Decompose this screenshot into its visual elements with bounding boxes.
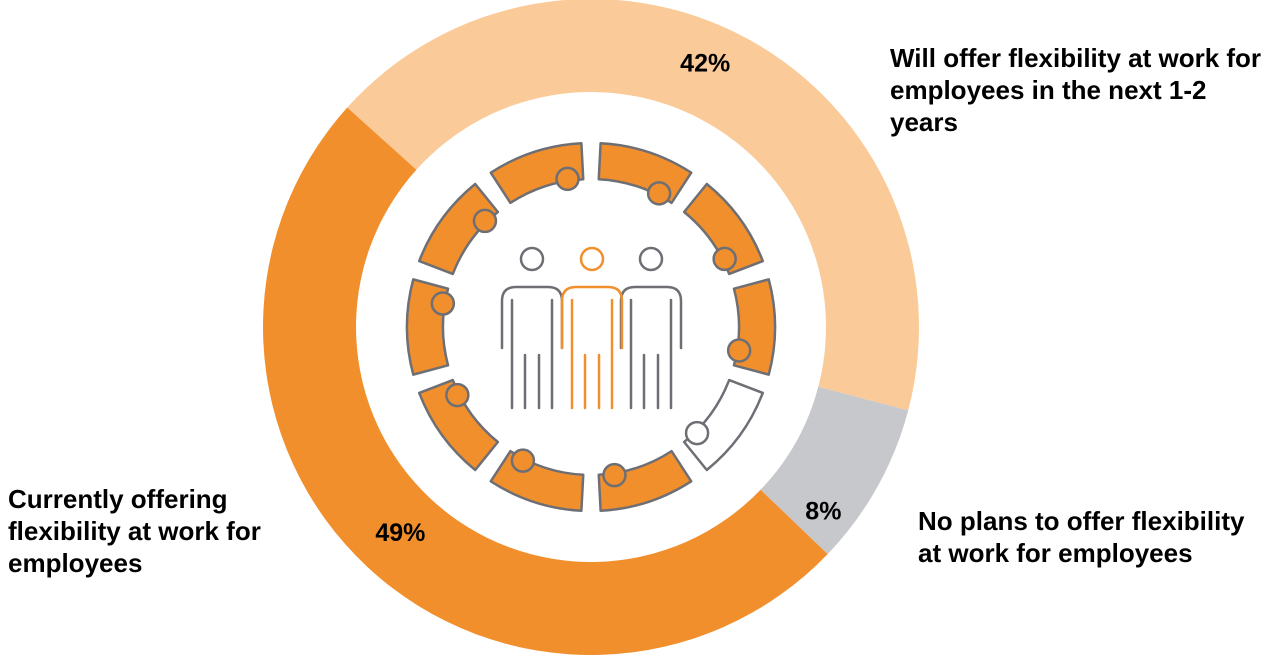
slice-3 <box>263 107 828 655</box>
seat-9 <box>405 278 456 376</box>
seat-person-head <box>684 420 710 446</box>
seat-person-head <box>555 166 580 192</box>
seat-2 <box>597 142 693 206</box>
seat-back <box>417 182 500 276</box>
donut-slices <box>263 0 919 655</box>
person-center <box>560 246 624 410</box>
slice-1 <box>347 0 919 411</box>
seat-person-head <box>445 382 470 408</box>
seat-6 <box>597 449 693 512</box>
seat-person-head <box>646 181 672 206</box>
seat-person-head <box>430 291 456 316</box>
person-center-head <box>579 246 605 272</box>
seat-3 <box>682 182 765 276</box>
seat-back <box>597 449 693 512</box>
seat-person-head <box>726 338 752 363</box>
seat-back <box>682 182 765 276</box>
seat-1 <box>489 142 585 205</box>
person-left <box>500 246 564 410</box>
seat-person-head <box>602 462 627 488</box>
value-label-2: 8% <box>805 497 841 525</box>
seat-back <box>489 449 585 512</box>
seats-group <box>405 142 777 512</box>
seat-person-head <box>712 246 737 272</box>
person-right <box>619 246 683 410</box>
seat-8 <box>417 378 500 472</box>
seat-4 <box>726 278 777 376</box>
seat-5 <box>682 378 765 472</box>
person-left-body <box>500 285 564 350</box>
seat-back <box>682 378 765 472</box>
donut-value-labels: 42% 8% 49% <box>375 50 841 547</box>
person-right-head <box>638 246 664 272</box>
person-left-head <box>519 246 545 272</box>
label-no-plans: No plans to offer flexibility at work fo… <box>918 506 1245 568</box>
seat-7 <box>489 448 585 512</box>
seat-back <box>597 142 693 205</box>
people-icon <box>500 246 683 410</box>
slice-2 <box>760 386 909 555</box>
person-center-body <box>560 285 624 350</box>
seat-back <box>417 378 500 472</box>
seat-back <box>489 142 585 205</box>
seat-10 <box>417 182 500 276</box>
meeting-table-icon <box>405 142 777 512</box>
value-label-3: 49% <box>375 519 425 547</box>
value-label-1: 42% <box>680 50 730 78</box>
seat-person-head <box>510 448 536 473</box>
seat-person-head <box>472 208 498 234</box>
label-current-flexibility: Currently offering flexibility at work f… <box>8 484 261 578</box>
label-future-flexibility: Will offer flexibility at work for emplo… <box>890 43 1262 137</box>
